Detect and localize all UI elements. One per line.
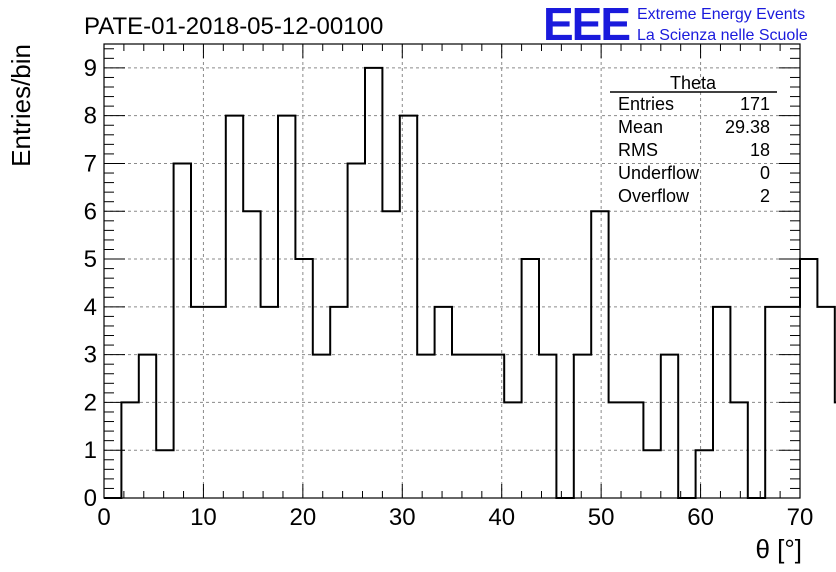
stats-value: 18: [750, 140, 770, 160]
eee-logo: EEE Extreme Energy Events La Scienza nel…: [543, 0, 808, 50]
stats-value: 2: [760, 186, 770, 206]
x-axis: 0 10 20 30 40 50 60 70: [97, 44, 813, 531]
x-tick-label: 10: [190, 504, 217, 531]
y-tick-label: 9: [84, 55, 97, 82]
x-tick-label: 0: [97, 504, 110, 531]
stats-label: Entries: [618, 94, 674, 114]
stats-label: Underflow: [618, 163, 700, 183]
y-tick-label: 3: [84, 342, 97, 369]
eee-logo-mark: EEE: [543, 0, 629, 50]
y-tick-label: 6: [84, 198, 97, 225]
stats-label: Overflow: [618, 186, 690, 206]
x-tick-label: 50: [588, 504, 615, 531]
y-tick-label: 5: [84, 246, 97, 273]
x-tick-label: 20: [290, 504, 317, 531]
eee-logo-line1: Extreme Energy Events: [637, 6, 805, 23]
histogram-outline: [104, 66, 836, 499]
y-tick-label: 4: [84, 294, 97, 321]
stats-name: Theta: [670, 73, 717, 93]
y-tick-label: 2: [84, 389, 97, 416]
x-axis-label: θ [°]: [755, 534, 802, 564]
y-axis-label: Entries/bin: [6, 44, 36, 167]
chart-title: PATE-01-2018-05-12-00100: [84, 13, 383, 40]
stats-box: Theta Entries 171 Mean 29.38 RMS 18 Underflow 0…: [610, 73, 777, 206]
eee-logo-line2: La Scienza nelle Scuole: [637, 27, 808, 44]
x-tick-label: 60: [687, 504, 714, 531]
y-tick-label: 1: [84, 437, 97, 464]
plot-frame: [103, 43, 801, 499]
x-tick-label: 70: [787, 504, 814, 531]
stats-label: RMS: [618, 140, 658, 160]
y-tick-label: 0: [84, 485, 97, 512]
grid-lines: [104, 44, 800, 498]
y-tick-label: 8: [84, 103, 97, 130]
x-tick-label: 30: [389, 504, 416, 531]
stats-value: 0: [760, 163, 770, 183]
y-axis: 0 1 2 3 4 5 6 7 8 9: [84, 48, 800, 512]
y-tick-label: 7: [84, 150, 97, 177]
stats-value: 171: [740, 94, 770, 114]
stats-value: 29.38: [725, 117, 770, 137]
stats-label: Mean: [618, 117, 663, 137]
x-tick-label: 40: [488, 504, 515, 531]
